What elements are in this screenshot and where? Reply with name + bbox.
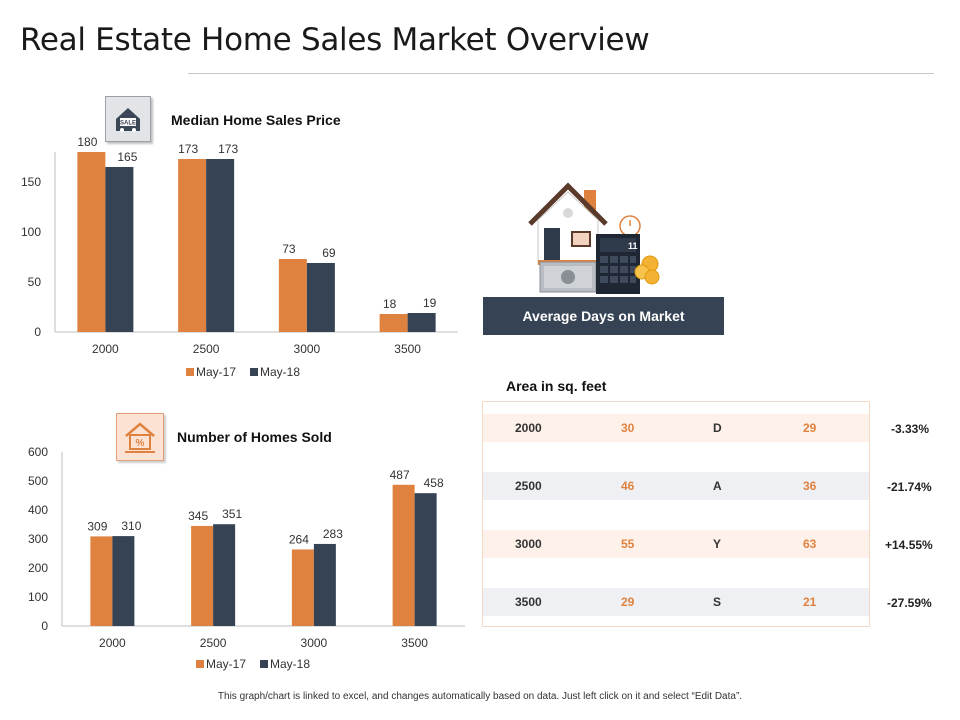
x-tick-label: 3500 [401, 636, 428, 650]
table-row: 3000 55 Y 63 [483, 530, 869, 558]
page-title: Real Estate Home Sales Market Overview [20, 22, 650, 58]
area-cell: 2000 [515, 421, 542, 435]
x-tick-label: 3000 [301, 636, 328, 650]
data-label: 18 [383, 297, 397, 311]
bar-may-18 [407, 313, 436, 332]
footnote: This graph/chart is linked to excel, and… [217, 691, 743, 702]
house-calculator-money-icon: 11 [528, 180, 668, 301]
data-label: 309 [87, 519, 107, 533]
y-tick-label: 50 [28, 275, 42, 289]
data-label: 310 [121, 519, 141, 533]
x-tick-label: 3500 [394, 342, 421, 356]
area-cell: 3500 [515, 595, 542, 609]
data-label: 73 [282, 242, 296, 256]
data-label: 173 [218, 142, 238, 156]
legend-label: May-17 [206, 657, 246, 671]
area-label: Area in sq. feet [506, 378, 607, 394]
table-row: 3500 29 S 21 [483, 588, 869, 616]
svg-text:11: 11 [628, 241, 638, 251]
bar-may-18 [213, 524, 236, 626]
may18-cell: 36 [803, 479, 817, 493]
y-tick-label: 0 [34, 325, 41, 339]
data-label: 264 [289, 532, 309, 546]
x-tick-label: 2500 [193, 342, 220, 356]
legend-swatch [186, 368, 194, 376]
bar-may-18 [206, 159, 235, 332]
bar-may-17 [178, 159, 207, 332]
letter-cell: A [713, 479, 722, 493]
average-days-banner: Average Days on Market [483, 297, 724, 335]
svg-text:%: % [136, 438, 145, 449]
bar-may-17 [291, 549, 314, 626]
bar-may-17 [379, 314, 408, 332]
data-label: 173 [178, 142, 198, 156]
bar-may-18 [313, 543, 336, 626]
letter-cell: S [713, 595, 722, 609]
bar-may-18 [112, 536, 135, 626]
table-row: 2000 30 D 29 [483, 414, 869, 442]
house-sale-sign-icon: SALE [105, 96, 151, 142]
change-value: +14.55% [885, 538, 933, 552]
chart2-title: Number of Homes Sold [177, 429, 332, 445]
title-divider [188, 73, 934, 74]
data-label: 19 [423, 296, 437, 310]
legend-swatch [196, 660, 204, 668]
legend-swatch [250, 368, 258, 376]
y-tick-label: 100 [28, 590, 48, 604]
legend-label: May-18 [260, 365, 300, 379]
data-label: 458 [424, 476, 444, 490]
data-label: 283 [323, 527, 343, 541]
house-percent-icon: % [116, 413, 164, 461]
may18-cell: 29 [803, 421, 817, 435]
area-cell: 2500 [515, 479, 542, 493]
change-value: -27.59% [887, 596, 932, 610]
y-tick-label: 600 [28, 445, 48, 459]
may18-cell: 63 [803, 537, 817, 551]
y-tick-label: 100 [21, 225, 41, 239]
bar-may-18 [306, 263, 335, 332]
bar-may-17 [278, 259, 307, 332]
x-tick-label: 3000 [294, 342, 321, 356]
data-label: 345 [188, 509, 208, 523]
bar-may-17 [392, 484, 415, 626]
data-label: 487 [390, 468, 410, 482]
change-value: -21.74% [887, 480, 932, 494]
legend-swatch [260, 660, 268, 668]
bar-may-18 [414, 493, 437, 626]
y-tick-label: 150 [21, 175, 41, 189]
letter-cell: Y [713, 537, 722, 551]
area-table: 2000 30 D 29 2500 46 A 36 3000 55 Y 63 3… [482, 401, 870, 627]
y-tick-label: 500 [28, 474, 48, 488]
bar-may-18 [105, 167, 134, 332]
letter-cell: D [713, 421, 722, 435]
may17-cell: 55 [621, 537, 635, 551]
may17-cell: 46 [621, 479, 635, 493]
may17-cell: 29 [621, 595, 635, 609]
may18-cell: 21 [803, 595, 817, 609]
y-tick-label: 400 [28, 503, 48, 517]
data-label: 180 [77, 135, 97, 149]
x-tick-label: 2000 [99, 636, 126, 650]
y-tick-label: 200 [28, 561, 48, 575]
area-cell: 3000 [515, 537, 542, 551]
data-label: 351 [222, 507, 242, 521]
data-label: 69 [322, 246, 336, 260]
bar-may-17 [191, 525, 214, 626]
x-tick-label: 2500 [200, 636, 227, 650]
bar-may-17 [90, 536, 113, 626]
change-value: -3.33% [891, 422, 930, 436]
may17-cell: 30 [621, 421, 635, 435]
bar-may-17 [77, 152, 106, 332]
table-row: 2500 46 A 36 [483, 472, 869, 500]
svg-text:SALE: SALE [120, 121, 136, 127]
y-tick-label: 300 [28, 532, 48, 546]
legend-label: May-18 [270, 657, 310, 671]
chart1-title: Median Home Sales Price [171, 112, 341, 128]
y-tick-label: 0 [41, 619, 48, 633]
data-label: 165 [117, 150, 137, 164]
legend-label: May-17 [196, 365, 236, 379]
x-tick-label: 2000 [92, 342, 119, 356]
